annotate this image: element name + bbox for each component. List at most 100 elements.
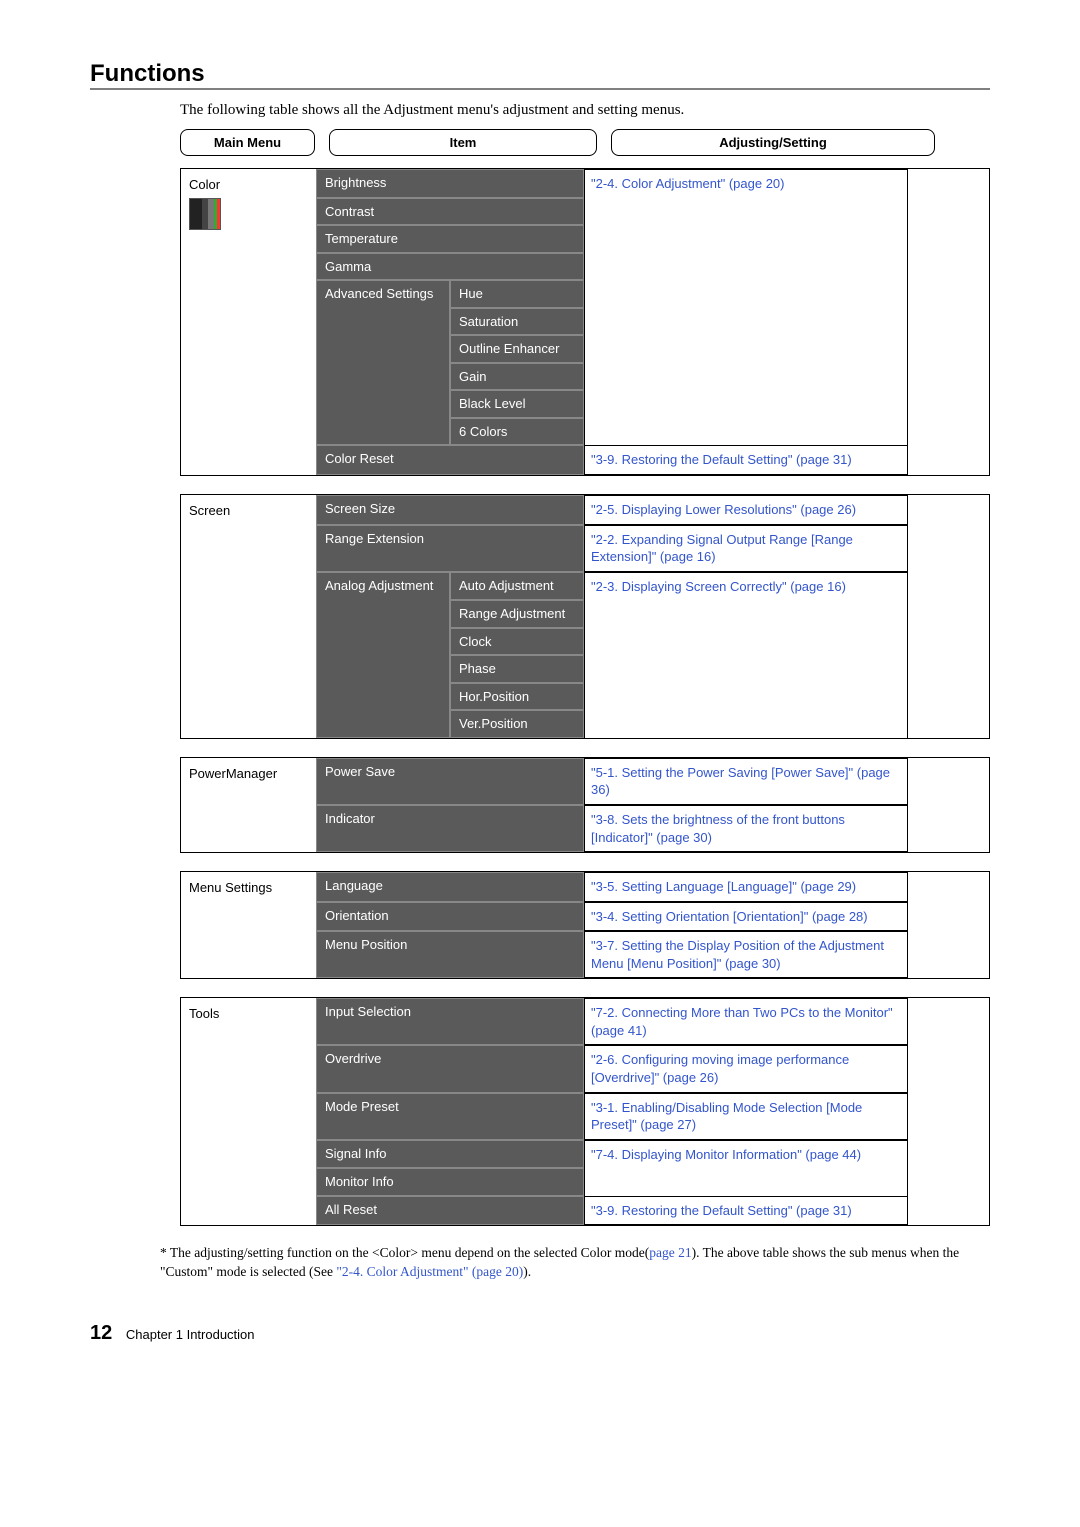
item-cells: Range Extension xyxy=(316,525,584,572)
adjusting-link[interactable]: "7-2. Connecting More than Two PCs to th… xyxy=(584,998,908,1045)
item-label xyxy=(316,390,450,418)
item-label: Power Save xyxy=(316,758,584,805)
item-cells: Language xyxy=(316,872,584,902)
chapter-label: Chapter 1 Introduction xyxy=(126,1327,255,1342)
adjusting-link xyxy=(584,655,908,683)
item-sublabel: Phase xyxy=(450,655,584,683)
header-adjusting: Adjusting/Setting xyxy=(611,129,935,156)
item-label xyxy=(316,710,450,738)
menu-table: Menu Settings Language"3-5. Setting Langu… xyxy=(180,871,990,979)
item-label: Overdrive xyxy=(316,1045,584,1092)
adjusting-link xyxy=(584,600,908,628)
adjusting-link xyxy=(584,710,908,738)
adjusting-link[interactable]: "3-5. Setting Language [Language]" (page… xyxy=(584,872,908,902)
item-label: Input Selection xyxy=(316,998,584,1045)
adjusting-link xyxy=(584,253,908,281)
main-menu-label: Screen xyxy=(189,503,308,518)
table-row: Temperature xyxy=(316,225,989,253)
adjusting-link xyxy=(584,418,908,446)
menu-table: Screen Screen Size"2-5. Displaying Lower … xyxy=(180,494,990,739)
table-row: Clock xyxy=(316,628,989,656)
adjusting-link[interactable]: "3-4. Setting Orientation [Orientation]"… xyxy=(584,902,908,932)
item-label: Color Reset xyxy=(316,445,584,475)
item-sublabel: Saturation xyxy=(450,308,584,336)
adjusting-link[interactable]: "2-6. Configuring moving image performan… xyxy=(584,1045,908,1092)
table-row: Input Selection"7-2. Connecting More tha… xyxy=(316,998,989,1045)
rows-container: Brightness"2-4. Color Adjustment" (page … xyxy=(316,169,989,475)
main-menu-label: Menu Settings xyxy=(189,880,308,895)
item-cells: Screen Size xyxy=(316,495,584,525)
item-label xyxy=(316,683,450,711)
table-row: Ver.Position xyxy=(316,710,989,738)
menu-table: ToolsInput Selection"7-2. Connecting Mor… xyxy=(180,997,990,1226)
rows-container: Language"3-5. Setting Language [Language… xyxy=(316,872,989,978)
adjusting-link[interactable]: "3-9. Restoring the Default Setting" (pa… xyxy=(584,445,908,475)
adjusting-link xyxy=(584,1168,908,1196)
item-label: Advanced Settings xyxy=(316,280,450,308)
item-label: Analog Adjustment xyxy=(316,572,450,601)
footnote: * The adjusting/setting function on the … xyxy=(160,1244,990,1282)
adjusting-link[interactable]: "3-7. Setting the Display Position of th… xyxy=(584,931,908,978)
item-sublabel: Clock xyxy=(450,628,584,656)
adjusting-link[interactable]: "2-4. Color Adjustment" (page 20) xyxy=(584,169,908,198)
adjusting-link xyxy=(584,683,908,711)
item-label xyxy=(316,418,450,446)
table-row: Brightness"2-4. Color Adjustment" (page … xyxy=(316,169,989,198)
table-row: 6 Colors xyxy=(316,418,989,446)
main-menu-label: Color xyxy=(189,177,308,192)
adjusting-link[interactable]: "2-5. Displaying Lower Resolutions" (pag… xyxy=(584,495,908,525)
table-row: Menu Position"3-7. Setting the Display P… xyxy=(316,931,989,978)
table-row: Gamma xyxy=(316,253,989,281)
footnote-link-1[interactable]: page 21 xyxy=(649,1245,691,1260)
item-cells: Black Level xyxy=(316,390,584,418)
item-cells: Color Reset xyxy=(316,445,584,475)
adjusting-link[interactable]: "7-4. Displaying Monitor Information" (p… xyxy=(584,1140,908,1169)
item-cells: Gain xyxy=(316,363,584,391)
adjusting-link xyxy=(584,280,908,308)
item-label: Contrast xyxy=(316,198,584,226)
main-menu-cell: Color xyxy=(181,169,316,475)
table-row: Saturation xyxy=(316,308,989,336)
table-row: Indicator"3-8. Sets the brightness of th… xyxy=(316,805,989,852)
item-label: Screen Size xyxy=(316,495,584,525)
item-cells: Indicator xyxy=(316,805,584,852)
item-sublabel: Auto Adjustment xyxy=(450,572,584,601)
rows-container: Power Save"5-1. Setting the Power Saving… xyxy=(316,758,989,852)
page-number: 12 xyxy=(90,1322,112,1344)
table-row: Phase xyxy=(316,655,989,683)
footnote-text: * The adjusting/setting function on the … xyxy=(160,1245,649,1260)
table-row: Outline Enhancer xyxy=(316,335,989,363)
table-row: Contrast xyxy=(316,198,989,226)
adjusting-link xyxy=(584,308,908,336)
header-item: Item xyxy=(329,129,597,156)
color-menu-icon xyxy=(189,198,221,230)
item-cells: Clock xyxy=(316,628,584,656)
main-menu-cell: PowerManager xyxy=(181,758,316,852)
item-cells: Monitor Info xyxy=(316,1168,584,1196)
item-cells: Power Save xyxy=(316,758,584,805)
item-cells: Input Selection xyxy=(316,998,584,1045)
footnote-link-2[interactable]: "2-4. Color Adjustment" (page 20) xyxy=(336,1264,523,1279)
adjusting-link[interactable]: "3-9. Restoring the Default Setting" (pa… xyxy=(584,1196,908,1226)
table-row: Screen Size"2-5. Displaying Lower Resolu… xyxy=(316,495,989,525)
item-sublabel: 6 Colors xyxy=(450,418,584,446)
item-label: Language xyxy=(316,872,584,902)
adjusting-link[interactable]: "2-2. Expanding Signal Output Range [Ran… xyxy=(584,525,908,572)
table-row: Signal Info"7-4. Displaying Monitor Info… xyxy=(316,1140,989,1169)
item-cells: All Reset xyxy=(316,1196,584,1226)
table-row: Analog AdjustmentAuto Adjustment"2-3. Di… xyxy=(316,572,989,601)
adjusting-link[interactable]: "3-1. Enabling/Disabling Mode Selection … xyxy=(584,1093,908,1140)
adjusting-link[interactable]: "2-3. Displaying Screen Correctly" (page… xyxy=(584,572,908,601)
item-cells: Temperature xyxy=(316,225,584,253)
main-menu-cell: Tools xyxy=(181,998,316,1225)
adjusting-link[interactable]: "5-1. Setting the Power Saving [Power Sa… xyxy=(584,758,908,805)
item-label: Brightness xyxy=(316,169,584,198)
rows-container: Screen Size"2-5. Displaying Lower Resolu… xyxy=(316,495,989,738)
item-cells: Analog AdjustmentAuto Adjustment xyxy=(316,572,584,601)
adjusting-link xyxy=(584,628,908,656)
adjusting-link xyxy=(584,363,908,391)
adjusting-link[interactable]: "3-8. Sets the brightness of the front b… xyxy=(584,805,908,852)
menu-table: PowerManagerPower Save"5-1. Setting the … xyxy=(180,757,990,853)
item-cells: Phase xyxy=(316,655,584,683)
item-label xyxy=(316,628,450,656)
